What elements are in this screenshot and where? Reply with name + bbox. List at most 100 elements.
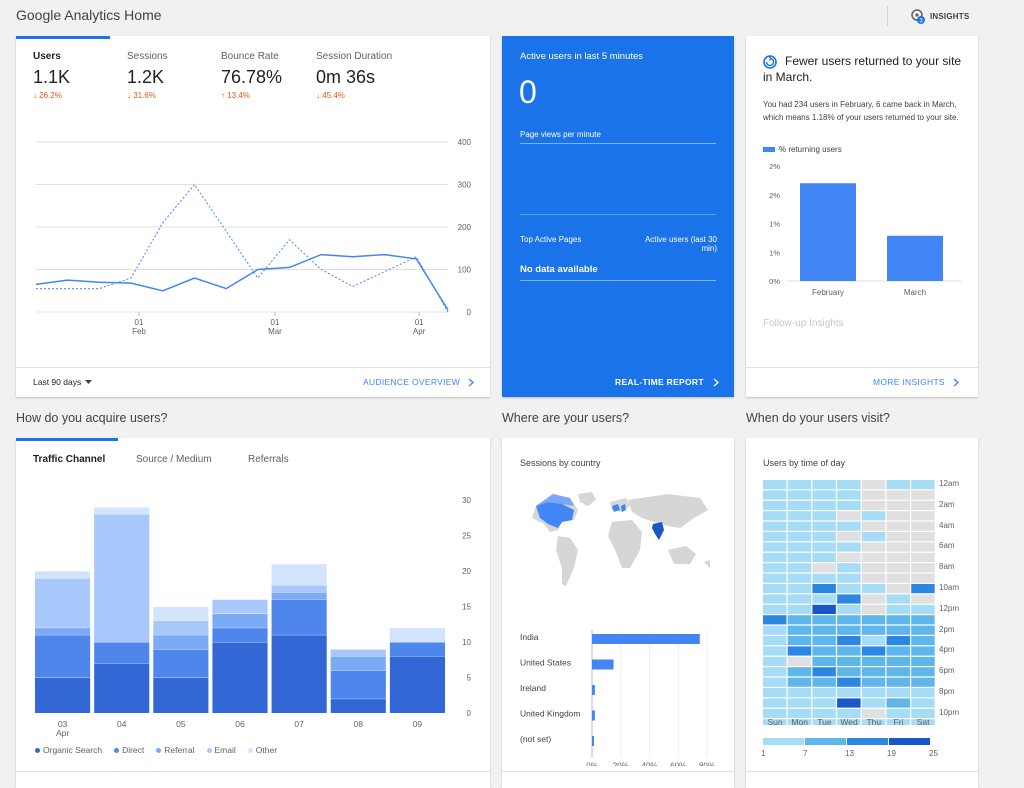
metric-delta: ↓ 26.2% xyxy=(33,91,62,100)
heatmap-cell xyxy=(886,500,910,510)
heatmap-cell xyxy=(787,604,812,614)
more-insights-link[interactable]: MORE INSIGHTS xyxy=(873,377,959,387)
heatmap-cell xyxy=(886,708,910,718)
x-tick-label: 05 xyxy=(176,719,186,729)
bar xyxy=(592,659,614,670)
heatmap-cell xyxy=(861,480,886,490)
heatmap-cell xyxy=(787,719,812,725)
canada-region xyxy=(536,494,574,506)
heatmap-cell xyxy=(911,625,935,635)
audience-overview-link[interactable]: AUDIENCE OVERVIEW xyxy=(363,377,475,387)
tab-traffic-channel[interactable]: Traffic Channel xyxy=(33,454,106,465)
country-label: Ireland xyxy=(520,683,546,693)
bar-segment xyxy=(212,642,268,713)
x-tick-label: 80% xyxy=(699,762,715,767)
hour-label: 12pm xyxy=(939,603,960,613)
heatmap-cell xyxy=(861,511,886,521)
heatmap-cell xyxy=(763,521,787,531)
bar xyxy=(592,736,594,746)
country-label: United Kingdom xyxy=(520,709,580,719)
bar-segment xyxy=(94,663,150,713)
divider xyxy=(520,280,716,281)
metric-label: Sessions xyxy=(127,51,168,62)
insights-button[interactable]: 3 INSIGHTS xyxy=(910,8,969,24)
y-tick-label: 2% xyxy=(769,191,780,200)
x-tick-label: 08 xyxy=(354,719,364,729)
hour-label: 2am xyxy=(939,499,955,509)
heatmap-cell xyxy=(837,490,861,500)
hour-label: 6pm xyxy=(939,666,955,676)
heatmap-cell xyxy=(812,615,836,625)
active-metric-indicator xyxy=(16,36,110,39)
heatmap-cell xyxy=(861,656,886,666)
bar-segment xyxy=(35,578,91,628)
legend-label: Referral xyxy=(164,745,195,755)
heatmap-cell xyxy=(787,521,812,531)
heatmap-cell xyxy=(812,646,836,656)
page-title: Google Analytics Home xyxy=(16,7,162,23)
heatmap-cell xyxy=(763,636,787,646)
top-pages-label: Top Active Pages xyxy=(520,235,582,244)
country-label: (not set) xyxy=(520,734,551,744)
heatmap-cell xyxy=(763,625,787,635)
heatmap-cell xyxy=(763,646,787,656)
x-tick-label: 01 xyxy=(415,318,424,327)
metric-session-duration[interactable]: Session Duration 0m 36s ↓ 45.4% xyxy=(316,51,392,100)
legend-item: Organic Search xyxy=(35,745,102,755)
x-tick-label: March xyxy=(904,288,926,297)
metric-sessions[interactable]: Sessions 1.2K ↓ 31.6% xyxy=(127,51,168,100)
active-tab-indicator xyxy=(16,438,118,441)
heatmap-cell xyxy=(837,480,861,490)
insight-body: You had 234 users in February, 6 came ba… xyxy=(763,100,959,122)
geo-title: Sessions by country xyxy=(520,458,601,468)
bar-segment xyxy=(35,571,91,579)
realtime-report-link[interactable]: REAL-TIME REPORT xyxy=(615,377,719,387)
legend-item: Direct xyxy=(114,745,144,755)
pageviews-label: Page views per minute xyxy=(520,130,601,139)
top-bar: Google Analytics Home 3 INSIGHTS xyxy=(0,0,1024,32)
heatmap-cell xyxy=(886,584,910,594)
pageviews-baseline xyxy=(520,214,716,215)
tab-source-medium[interactable]: Source / Medium xyxy=(136,454,212,465)
heatmap-cell xyxy=(861,532,886,542)
heatmap-cell xyxy=(861,677,886,687)
y-tick-label: 200 xyxy=(458,223,472,232)
heatmap-cell xyxy=(861,594,886,604)
metric-label: Session Duration xyxy=(316,51,393,62)
tab-referrals[interactable]: Referrals xyxy=(248,454,289,465)
heatmap-cell xyxy=(787,511,812,521)
date-range-dropdown[interactable]: Last 90 days xyxy=(33,377,93,387)
chevron-right-icon xyxy=(468,377,475,387)
users-line xyxy=(35,253,449,311)
heatmap-cell xyxy=(911,594,935,604)
heatmap-cell xyxy=(911,480,935,490)
heatmap-cell xyxy=(886,594,910,604)
heatmap-cell xyxy=(886,625,910,635)
metric-bounce-rate[interactable]: Bounce Rate 76.78% ↑ 13.4% xyxy=(221,51,282,100)
when-section-title: When do your users visit? xyxy=(746,411,890,425)
heatmap-cell xyxy=(812,584,836,594)
heatmap-cell xyxy=(911,563,935,573)
no-data-label: No data available xyxy=(520,264,598,275)
metric-users[interactable]: Users 1.1K ↓ 26.2% xyxy=(33,51,70,100)
legend-label: Organic Search xyxy=(43,745,103,755)
bar-segment xyxy=(94,507,150,515)
legend-swatch xyxy=(247,747,253,753)
x-tick-label: Apr xyxy=(56,728,69,738)
y-tick-label: 30 xyxy=(462,496,471,505)
heatmap-cell xyxy=(763,500,787,510)
comparison-line xyxy=(36,183,449,313)
heatmap-cell xyxy=(763,719,787,725)
heatmap-cell xyxy=(886,573,910,583)
bar-segment xyxy=(35,634,91,678)
heatmap-cell xyxy=(837,552,861,562)
heatmap-cell xyxy=(861,708,886,718)
heatmap-cell xyxy=(886,552,910,562)
y-tick-label: 20 xyxy=(462,567,471,576)
heatmap-cell xyxy=(837,584,861,594)
heatmap-cell xyxy=(812,521,836,531)
heatmap-cell xyxy=(837,646,861,656)
metric-delta: ↑ 13.4% xyxy=(221,91,250,100)
heatmap-cell xyxy=(763,604,787,614)
y-tick-label: 0% xyxy=(769,277,780,286)
